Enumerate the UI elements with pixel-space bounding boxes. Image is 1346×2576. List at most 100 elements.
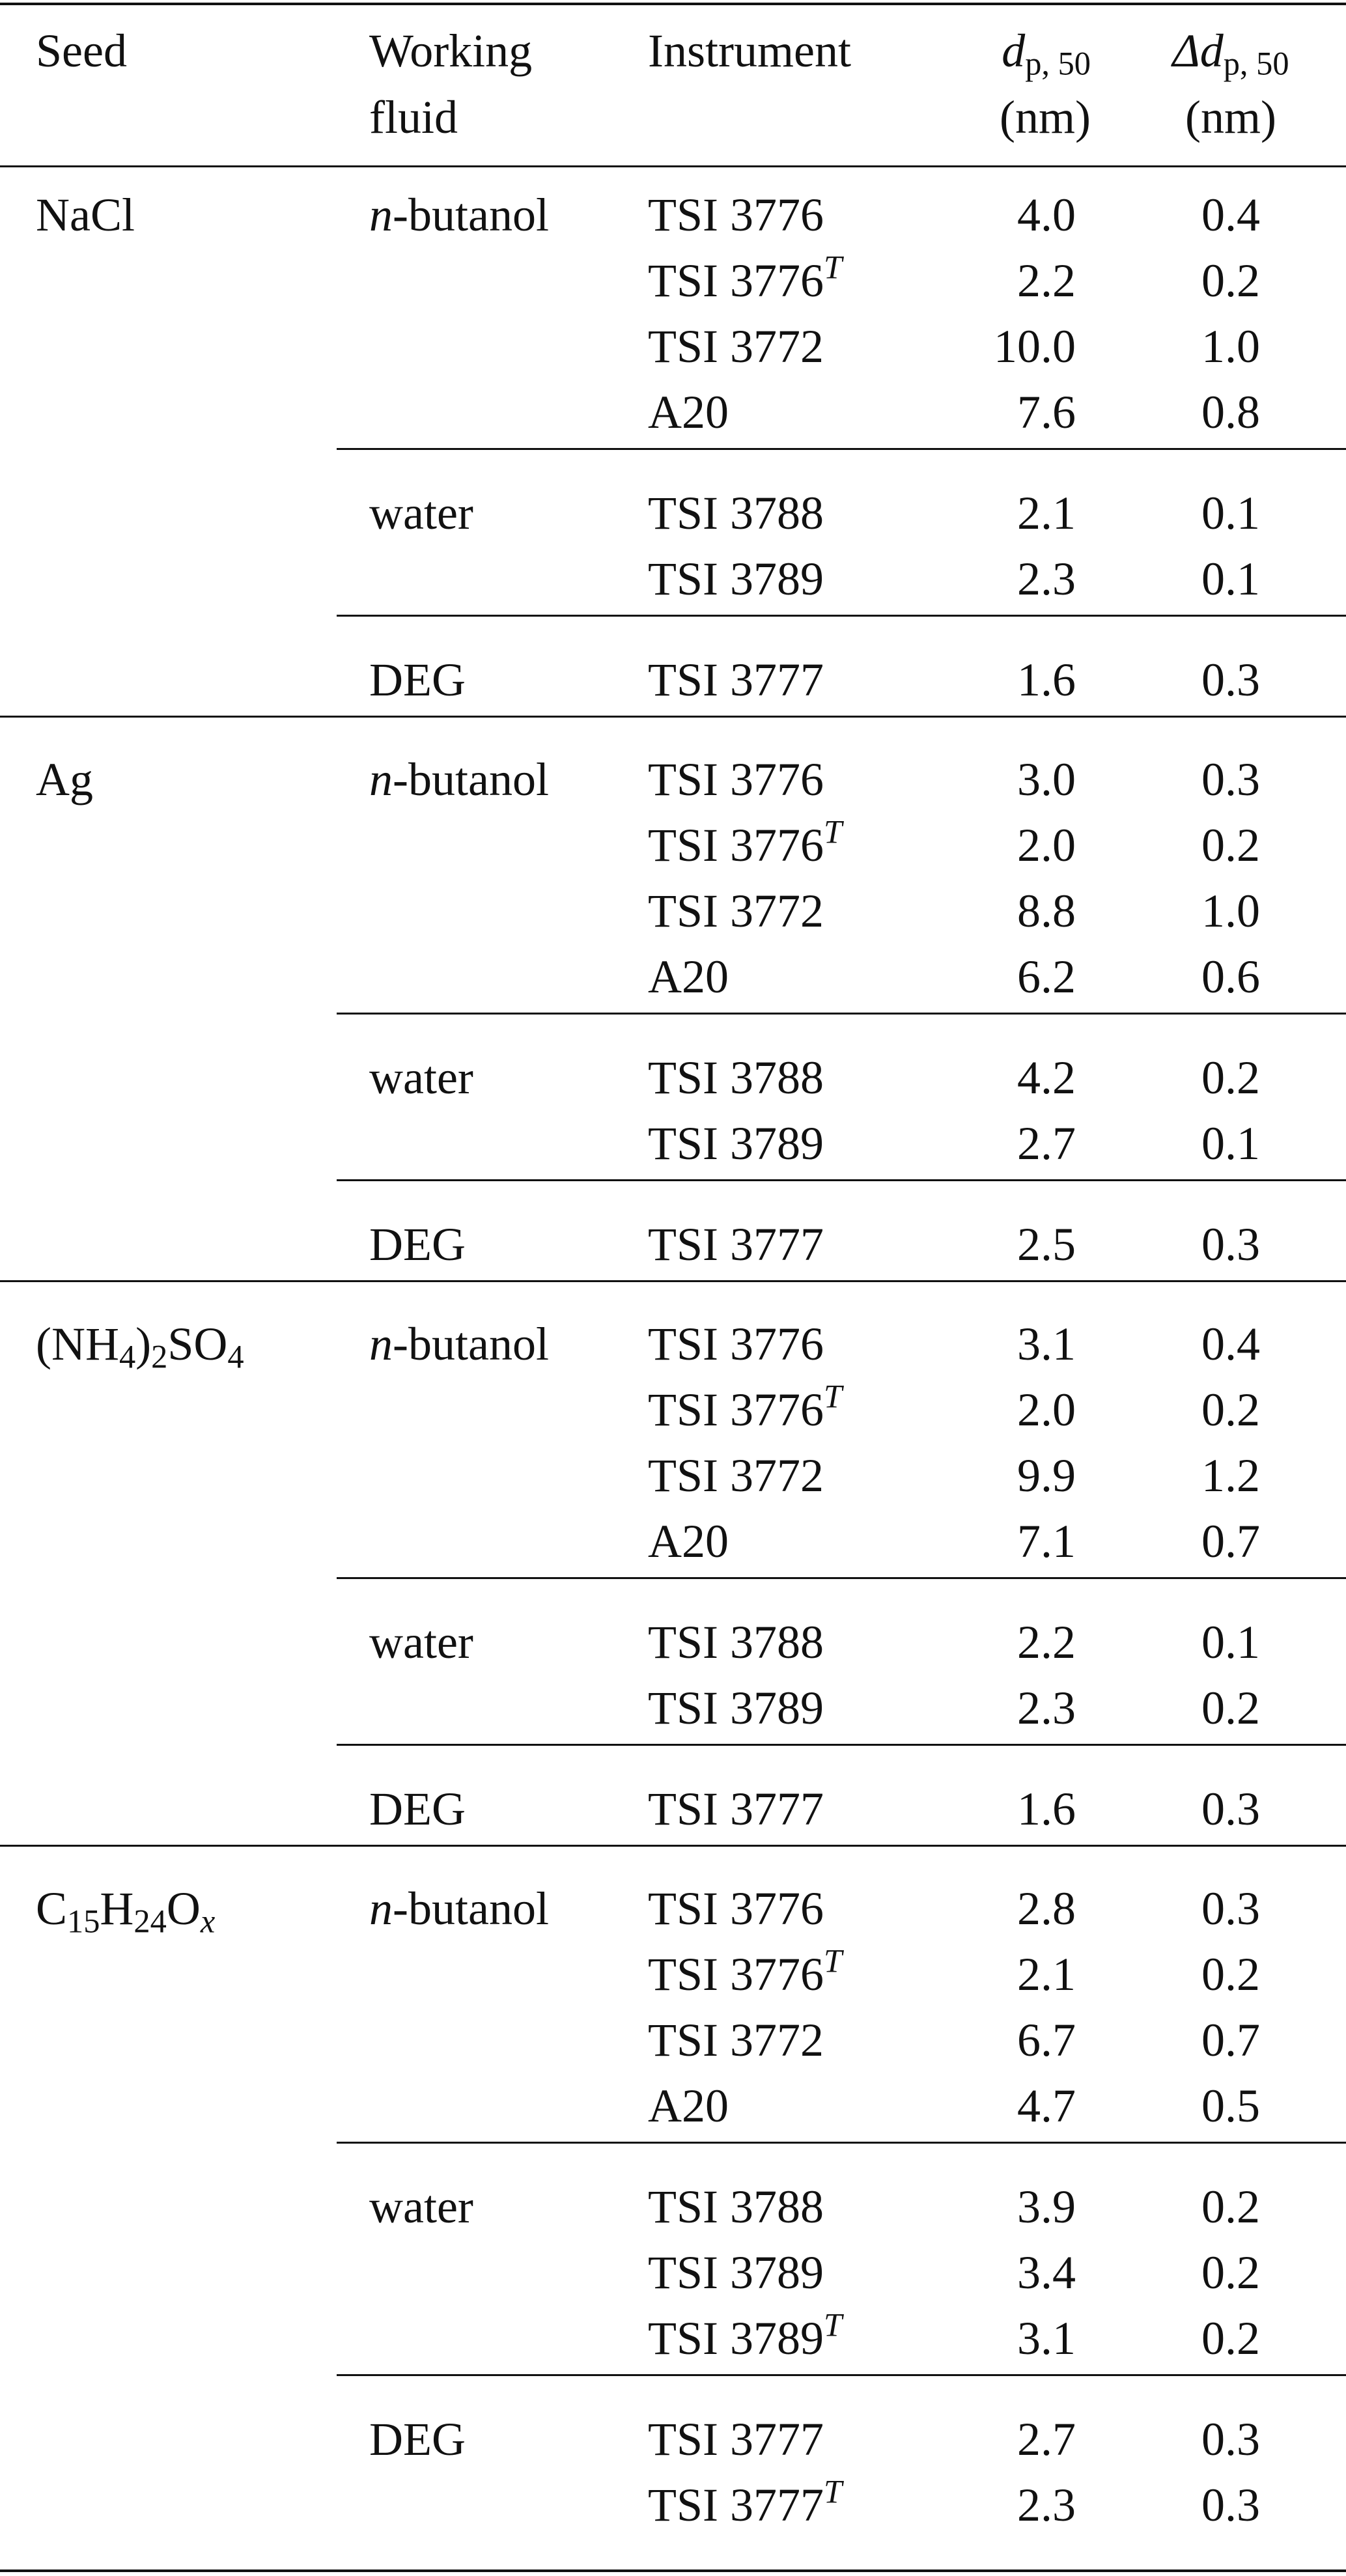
delta-d50-value: 0.7 — [1201, 2014, 1260, 2066]
instrument-name: TSI 3777 — [648, 1218, 824, 1270]
instrument-cell: A20 — [648, 380, 729, 445]
group-separator-rule — [337, 1013, 1346, 1015]
working-fluid-label: n-butanol — [369, 1876, 549, 1941]
header-d50-subscript: p, 50 — [1025, 45, 1091, 82]
d50-value: 4.7 — [1017, 2080, 1076, 2132]
delta-d50-value: 0.7 — [1201, 1515, 1260, 1567]
delta-d50-value: 0.1 — [1201, 1117, 1260, 1169]
seed-formula-subscript: 2 — [151, 1338, 168, 1375]
d50-value: 2.3 — [1017, 553, 1076, 605]
seed-formula-part: C — [36, 1883, 68, 1935]
instrument-cell: A20 — [648, 944, 729, 1009]
header-d50: dp, 50 (nm) — [908, 18, 1091, 150]
working-fluid-label: DEG — [369, 1776, 466, 1841]
instrument-name: TSI 3776 — [648, 1883, 824, 1935]
working-fluid-label: n-butanol — [369, 1311, 549, 1377]
d50-value: 4.2 — [1017, 1052, 1076, 1104]
seed-formula-part: O — [166, 1883, 201, 1935]
d50-value: 2.2 — [1017, 255, 1076, 307]
instrument-cell: TSI 3788 — [648, 481, 824, 546]
delta-d50-value: 1.2 — [1201, 1449, 1260, 1502]
delta-d50-value: 0.2 — [1201, 819, 1260, 871]
working-fluid-name: -butanol — [393, 1318, 549, 1370]
delta-d50-value: 0.5 — [1201, 2080, 1260, 2132]
d50-value: 2.0 — [1017, 819, 1076, 871]
delta-d50-value: 0.2 — [1201, 1682, 1260, 1734]
instrument-name: TSI 3776 — [648, 819, 824, 871]
delta-d50-value: 0.1 — [1201, 487, 1260, 539]
seed-formula-part: NaCl — [36, 189, 135, 241]
delta-d50-value: 0.2 — [1201, 1052, 1260, 1104]
instrument-cell: A20 — [648, 1509, 729, 1574]
instrument-cell: TSI 3776 — [648, 1311, 824, 1377]
instrument-name: A20 — [648, 1515, 729, 1567]
delta-d50-value: 1.0 — [1201, 885, 1260, 937]
instrument-name: TSI 3776 — [648, 189, 824, 241]
d50-value: 8.8 — [1017, 885, 1076, 937]
instrument-cell: TSI 3777 — [648, 1776, 824, 1841]
seed-formula-part: H — [100, 1883, 134, 1935]
working-fluid-name: water — [369, 2181, 473, 2233]
d50-value: 3.1 — [1017, 1318, 1076, 1370]
instrument-name: TSI 3789 — [648, 1682, 824, 1734]
d50-value: 2.7 — [1017, 2413, 1076, 2465]
instrument-cell: TSI 3776 — [648, 747, 824, 812]
working-fluid-name: DEG — [369, 1218, 466, 1270]
delta-d50-value: 0.4 — [1201, 189, 1260, 241]
instrument-superscript: T — [824, 1378, 843, 1415]
d50-value: 3.9 — [1017, 2181, 1076, 2233]
header-delta-d50-unit: (nm) — [1185, 91, 1276, 143]
d50-value: 9.9 — [1017, 1449, 1076, 1502]
seed-label: C15H24Ox — [36, 1876, 215, 1941]
working-fluid-label: water — [369, 1045, 473, 1110]
delta-d50-value: 0.3 — [1201, 1883, 1260, 1935]
group-separator-rule — [337, 448, 1346, 450]
d50-value: 2.5 — [1017, 1218, 1076, 1270]
working-fluid-name: DEG — [369, 2413, 466, 2465]
instrument-name: TSI 3772 — [648, 1449, 824, 1502]
d50-value: 2.0 — [1017, 1384, 1076, 1436]
instrument-name: TSI 3789 — [648, 2312, 824, 2364]
group-separator-rule — [337, 1577, 1346, 1579]
working-fluid-name: water — [369, 1616, 473, 1668]
seed-formula-subscript: 15 — [67, 1903, 100, 1940]
group-separator-rule — [337, 1179, 1346, 1181]
working-fluid-name: DEG — [369, 1783, 466, 1835]
instrument-name: TSI 3788 — [648, 487, 824, 539]
instrument-cell: TSI 3776 — [648, 182, 824, 247]
working-fluid-name: water — [369, 487, 473, 539]
header-d50-unit: (nm) — [1000, 91, 1091, 143]
header-instrument: Instrument — [648, 25, 851, 77]
instrument-name: TSI 3788 — [648, 1616, 824, 1668]
working-fluid-italic: n — [369, 1883, 393, 1935]
instrument-name: TSI 3776 — [648, 753, 824, 805]
header-rule — [0, 165, 1346, 167]
delta-d50-value: 0.3 — [1201, 753, 1260, 805]
d50-value: 3.0 — [1017, 753, 1076, 805]
instrument-name: TSI 3772 — [648, 885, 824, 937]
instrument-cell: TSI 3777 — [648, 2407, 824, 2472]
instrument-cell: TSI 3772 — [648, 878, 824, 944]
instrument-name: TSI 3777 — [648, 654, 824, 706]
instrument-name: TSI 3776 — [648, 1318, 824, 1370]
instrument-superscript: T — [824, 1942, 843, 1980]
instrument-name: TSI 3772 — [648, 320, 824, 372]
instrument-cell: TSI 3789T — [648, 2306, 842, 2371]
instrument-superscript: T — [824, 2306, 843, 2344]
delta-d50-value: 0.1 — [1201, 1616, 1260, 1668]
d50-value: 2.3 — [1017, 1682, 1076, 1734]
d50-value: 2.1 — [1017, 487, 1076, 539]
instrument-cell: A20 — [648, 2073, 729, 2138]
instrument-cell: TSI 3776T — [648, 1377, 842, 1442]
seed-formula-subscript: x — [200, 1903, 216, 1940]
working-fluid-name: -butanol — [393, 189, 549, 241]
working-fluid-label: water — [369, 1610, 473, 1675]
instrument-name: TSI 3776 — [648, 1384, 824, 1436]
seed-formula-part: Ag — [36, 753, 93, 805]
instrument-cell: TSI 3789 — [648, 546, 824, 611]
instrument-name: TSI 3776 — [648, 255, 824, 307]
working-fluid-label: DEG — [369, 1212, 466, 1277]
instrument-name: TSI 3772 — [648, 2014, 824, 2066]
d50-value: 7.6 — [1017, 386, 1076, 438]
